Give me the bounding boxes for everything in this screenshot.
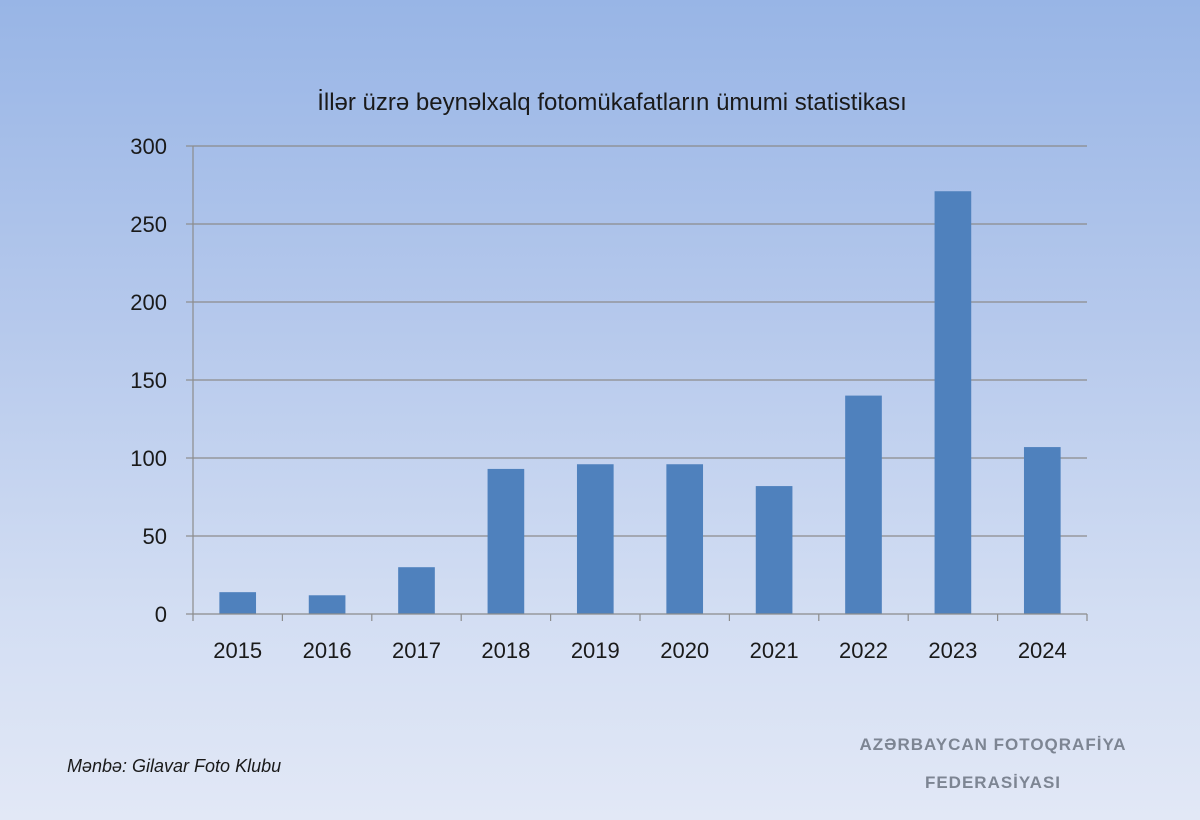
x-tick-labels: 2015 2016 2017 2018 2019 2020 2021 2022 2023 2024	[213, 638, 1067, 663]
bar-2016	[308, 595, 346, 614]
watermark-line-1: AZƏRBAYCAN FOTOQRAFİYA	[859, 735, 1127, 754]
x-tick-label: 2023	[928, 638, 977, 663]
bar-2017	[398, 567, 435, 614]
axes	[186, 145, 1088, 621]
x-tick-label: 2022	[839, 638, 888, 663]
y-tick-label: 300	[130, 134, 167, 159]
watermark-line-2: FEDERASİYASI	[924, 773, 1062, 792]
x-tick-label: 2017	[392, 638, 441, 663]
bar-2020	[666, 464, 704, 614]
y-tick-label: 200	[130, 290, 167, 315]
bar-2018	[487, 468, 525, 614]
x-tick-label: 2019	[571, 638, 620, 663]
y-tick-label: 150	[130, 368, 167, 393]
bar-2015	[219, 592, 257, 614]
x-tick-label: 2018	[481, 638, 530, 663]
y-tick-label: 0	[155, 602, 167, 627]
source-note: Mənbə: Gilavar Foto Klubu	[67, 756, 282, 776]
y-tick-label: 100	[130, 446, 167, 471]
x-tick-label: 2024	[1018, 638, 1067, 663]
bar-2019	[576, 464, 614, 614]
bar-2021	[755, 486, 793, 614]
x-tick-label: 2015	[213, 638, 262, 663]
bar-2024	[1023, 447, 1061, 614]
y-tick-labels: 0 50 100 150 200 250 300	[130, 134, 167, 627]
y-tick-label: 50	[143, 524, 167, 549]
bar-2022	[845, 395, 882, 614]
y-tick-label: 250	[130, 212, 167, 237]
watermark-logo-text: AZƏRBAYCAN FOTOQRAFİYA FEDERASİYASI	[820, 726, 1166, 802]
bars	[219, 191, 1061, 615]
bar-2023	[934, 191, 972, 615]
x-tick-label: 2016	[303, 638, 352, 663]
x-tick-label: 2020	[660, 638, 709, 663]
x-tick-label: 2021	[750, 638, 799, 663]
chart-title: İllər üzrə beynəlxalq fotomükafatların ü…	[317, 89, 907, 116]
